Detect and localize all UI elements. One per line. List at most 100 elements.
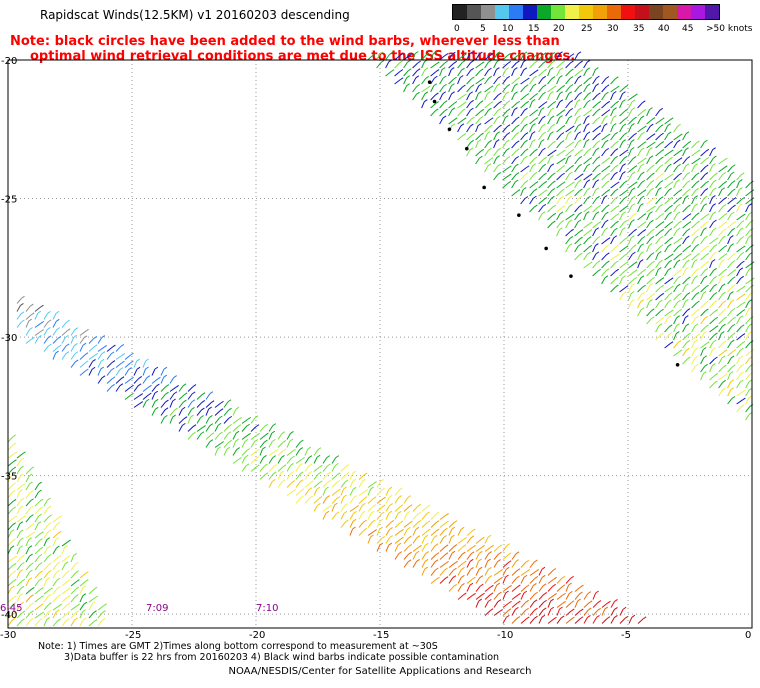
wind-barb [511,577,517,584]
wind-barb [574,125,579,133]
wind-barb [691,349,696,357]
wind-barb-flag [660,221,665,224]
wind-barb [583,602,590,608]
wind-barb-flag [739,187,743,190]
wind-barb-flag [478,558,482,562]
wind-barb [151,378,158,384]
wind-barb-flag [46,537,51,541]
wind-barb [538,86,544,93]
wind-barb-flag [119,383,124,387]
wind-barb-flag [459,75,464,78]
wind-barb [655,223,662,229]
wind-barb [34,620,40,627]
wind-barb-flag [524,115,528,119]
wind-barb-flag [660,172,664,176]
wind-barb [619,609,624,616]
wind-barb [457,594,464,600]
wind-barb-flag [685,323,690,327]
wind-barb [466,62,472,69]
wind-barb [358,530,365,536]
wind-barb [574,221,579,229]
wind-barb-flag [605,91,609,95]
wind-barb-flag [705,245,710,249]
wind-barb [565,593,570,600]
wind-barb [655,189,659,197]
wind-barb [592,142,598,149]
wind-barb [637,117,642,125]
wind-barb [619,125,624,133]
wind-barb [520,577,525,584]
wind-barb [511,55,518,61]
wind-barb [718,182,725,189]
wind-barb [673,165,679,173]
wind-barb-flag [30,594,34,598]
wind-barb-flag [724,157,728,161]
wind-barb [736,229,741,237]
wind-barb-flag [254,439,258,442]
wind-barb-flag [407,495,412,499]
wind-barb [610,125,614,133]
wind-barb-flag [38,489,42,493]
wind-barb-flag [47,505,52,509]
wind-barb [583,263,590,269]
wind-barb-flag [677,244,682,248]
wind-barb [493,157,498,165]
wind-barb-flag [496,67,500,70]
wind-barb-flag [209,414,213,418]
wind-barb-flag [650,252,655,256]
wind-barb [430,578,437,584]
wind-barb-flag [615,244,619,248]
wind-barb [160,376,165,384]
wind-barb-flag [667,267,672,271]
wind-barb-flag [461,67,465,71]
wind-barb [421,522,428,528]
wind-barb [493,571,500,576]
wind-barb [106,385,113,392]
wind-barb-flag [542,583,547,587]
wind-barb [628,246,634,253]
wind-barb-flag [695,187,699,191]
wind-barb [709,246,715,253]
wind-barb [313,466,320,472]
wind-barb-flag [652,141,656,145]
wind-barb-flag [624,205,629,209]
wind-barb [439,522,446,528]
wind-barb [511,586,518,592]
wind-barb [106,353,112,360]
wind-barb [322,473,328,480]
wind-barb-flag [444,60,448,64]
wind-barb-flag [534,117,539,120]
wind-barb-flag [406,75,410,79]
wind-barb-flag [523,51,528,55]
wind-barb-flag [480,68,484,72]
wind-barb-flag [713,267,717,271]
wind-barb [700,270,706,277]
wind-barb-flag [560,220,565,223]
wind-barb-flag [47,554,52,557]
wind-barb [187,426,194,432]
wind-barb [259,434,266,440]
wind-barb-flag [695,268,700,271]
wind-barb [475,79,482,85]
wind-barb [421,54,427,61]
wind-barb [52,605,60,611]
wind-barb-flag [676,323,680,327]
wind-barb-flag [255,456,260,460]
wind-barb [592,94,598,101]
wind-barb [34,306,41,312]
wind-barb-flag [730,211,735,215]
wind-barb [151,401,156,408]
wind-barb [601,111,608,117]
wind-barb-flag [101,375,106,379]
wind-barb [673,198,680,205]
wind-barb [682,269,686,277]
wind-barb-flag [191,399,196,403]
wind-barb-flag [515,551,520,555]
wind-barb-flag [55,318,60,322]
wind-barb [511,609,516,616]
wind-barb-flag [209,391,214,395]
wind-barb-flag [732,269,737,272]
wind-barb-flag [651,228,655,232]
tick-labels: -30 -25 -20 -15 -10 -5 0-20-25-30-35-40 [0,56,751,640]
wind-barb [664,301,669,309]
